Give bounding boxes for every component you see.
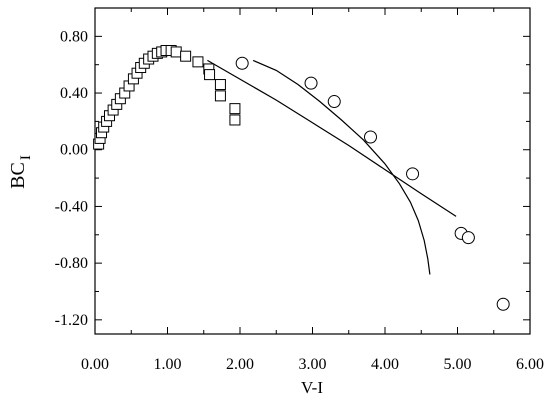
square-point <box>192 56 204 68</box>
y-axis-label-main: BC <box>7 162 29 189</box>
x-tick-label: 1.00 <box>154 356 182 373</box>
x-tick-label: 2.00 <box>226 356 254 373</box>
circle-point <box>304 76 318 90</box>
square-point <box>180 50 192 62</box>
circle-point <box>327 95 341 109</box>
square-point <box>229 103 241 115</box>
square-point <box>170 46 182 58</box>
x-tick-label: 5.00 <box>444 356 472 373</box>
model-curves <box>207 59 457 275</box>
data-points <box>93 45 510 311</box>
tick-marks <box>94 8 531 334</box>
x-tick-label: 3.00 <box>299 356 327 373</box>
y-tick-label: -0.40 <box>55 198 88 215</box>
circle-point <box>496 297 510 311</box>
y-tick-label: -0.80 <box>55 255 88 272</box>
circle-point <box>235 56 249 70</box>
x-tick-label: 6.00 <box>516 356 544 373</box>
y-tick-label: 0.40 <box>60 85 88 102</box>
x-axis-label: V-I <box>301 378 323 397</box>
square-point <box>204 69 216 81</box>
y-tick-label: -1.20 <box>55 312 88 329</box>
square-point <box>214 90 226 102</box>
circle-point <box>461 231 475 245</box>
y-tick-label: 0.00 <box>60 142 88 159</box>
circle-point <box>406 167 420 181</box>
model-curve <box>207 59 457 217</box>
square-point <box>214 79 226 91</box>
square-point <box>229 114 241 126</box>
circle-point <box>364 130 377 144</box>
y-axis-label-subscript: I <box>18 155 34 160</box>
model-curve <box>252 59 431 275</box>
x-tick-label: 0.00 <box>81 356 109 373</box>
tick-labels: 0.00 1.00 2.00 3.00 4.00 5.00 6.00 0.80 0.40 0.00… <box>55 28 544 373</box>
y-axis-label: BC I <box>7 155 34 189</box>
y-tick-label: 0.80 <box>60 28 88 45</box>
x-tick-label: 4.00 <box>371 356 399 373</box>
